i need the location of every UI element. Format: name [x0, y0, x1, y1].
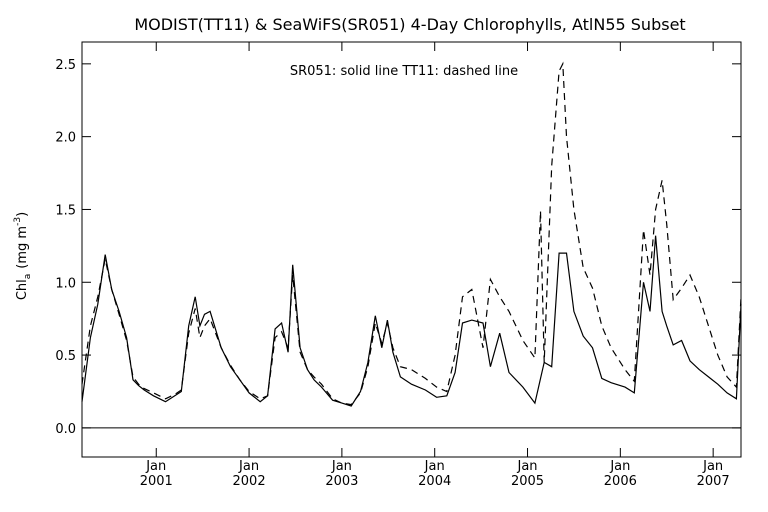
- y-tick-label: 2.0: [55, 131, 76, 146]
- x-tick-year-label: 2005: [511, 474, 544, 489]
- x-axis-ticks: Jan2001Jan2002Jan2003Jan2004Jan2005Jan20…: [140, 42, 730, 489]
- chart-title: MODIST(TT11) & SeaWiFS(SR051) 4-Day Chlo…: [134, 15, 685, 34]
- y-tick-label: 2.5: [55, 58, 76, 73]
- x-tick-year-label: 2003: [325, 474, 358, 489]
- x-tick-year-label: 2007: [697, 474, 730, 489]
- y-label-exp: -3: [13, 217, 23, 226]
- x-tick-year-label: 2001: [140, 474, 173, 489]
- y-tick-label: 0.0: [55, 422, 76, 437]
- y-label-sub: a: [23, 274, 33, 280]
- x-tick-month-label: Jan: [702, 459, 723, 474]
- series-layer: [81, 61, 742, 407]
- y-label-main: Chl: [15, 279, 30, 300]
- plot-area: 0.00.51.01.52.02.5 Jan2001Jan2002Jan2003…: [55, 41, 742, 489]
- x-tick-year-label: 2002: [233, 474, 266, 489]
- y-tick-label: 0.5: [55, 349, 76, 364]
- y-axis-ticks: 0.0 0.5 1.0 1.5 2.0 2.5: [55, 58, 741, 437]
- x-tick-month-label: Jan: [331, 459, 352, 474]
- plot-frame: [81, 41, 742, 458]
- y-label-units: (mg m: [15, 226, 30, 269]
- y-tick-label: 1.5: [55, 203, 76, 218]
- x-tick-year-label: 2006: [604, 474, 637, 489]
- x-tick-month-label: Jan: [145, 459, 166, 474]
- series-line-tt11: [81, 61, 742, 406]
- legend-annotation: SR051: solid line TT11: dashed line: [290, 64, 518, 79]
- x-tick-month-label: Jan: [609, 459, 630, 474]
- y-axis-label: Chla (mg m-3): [13, 212, 33, 300]
- x-tick-month-label: Jan: [238, 459, 259, 474]
- x-tick-year-label: 2004: [418, 474, 451, 489]
- y-label-close: ): [15, 212, 30, 217]
- y-tick-label: 1.0: [55, 276, 76, 291]
- x-tick-month-label: Jan: [424, 459, 445, 474]
- x-tick-month-label: Jan: [516, 459, 537, 474]
